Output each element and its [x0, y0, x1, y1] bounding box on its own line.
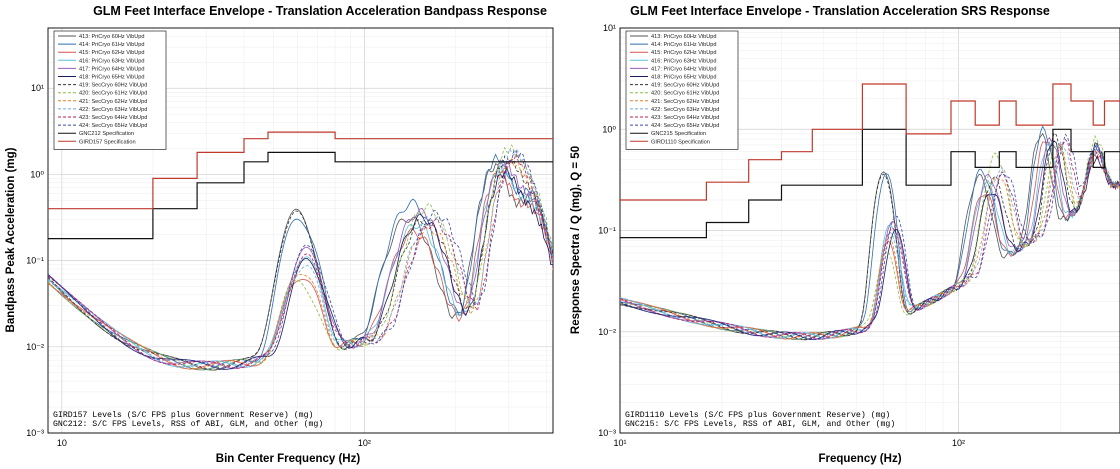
series-line	[620, 132, 1120, 341]
series-group	[620, 83, 1120, 341]
y-tick-label: 10⁰	[602, 124, 616, 134]
chart-title: GLM Feet Interface Envelope - Translatio…	[93, 4, 547, 18]
series-line	[620, 83, 1120, 201]
annotation-text: GNC215: S/C FPS Levels, RSS of ABI, GLM,…	[625, 419, 895, 429]
legend-entry: GIRD1110 Specification	[651, 139, 710, 145]
legend-entry: 418: PriCryo 65Hz VibUpd	[651, 75, 717, 81]
legend-entry: 423: SecCryo 64Hz VibUpd	[79, 115, 147, 121]
plot-area: 10 10² 10⁻³ 10⁻² 10⁻¹ 10⁰ 10¹ 413: PriCryo 60Hz…	[26, 27, 554, 448]
legend-entry: 419: SecCryo 60Hz VibUpd	[79, 83, 147, 89]
legend-entry: 424: SecCryo 65Hz VibUpd	[79, 123, 147, 129]
legend-entry: 420: SecCryo 61Hz VibUpd	[651, 91, 719, 97]
legend-entry: 421: SecCryo 62Hz VibUpd	[79, 99, 147, 105]
legend-entry: 417: PriCryo 64Hz VibUpd	[79, 66, 145, 72]
series-line	[48, 153, 553, 371]
legend-entry: 415: PriCryo 62Hz VibUpd	[651, 50, 717, 56]
legend-entry: 417: PriCryo 64Hz VibUpd	[651, 66, 717, 72]
srs-response-chart: GLM Feet Interface Envelope - Translatio…	[560, 0, 1120, 469]
legend-entry: 414: PriCryo 61Hz VibUpd	[79, 42, 145, 48]
legend-entry: 414: PriCryo 61Hz VibUpd	[651, 42, 717, 48]
series-line	[48, 149, 553, 370]
series-line	[620, 133, 1120, 341]
legend-entry: 422: SecCryo 63Hz VibUpd	[651, 107, 719, 113]
series-line	[620, 125, 1120, 340]
plot-frame	[619, 27, 1120, 434]
annotation-text: GIRD1110 Levels (S/C FPS plus Government…	[625, 410, 890, 420]
legend-entry: GIRD157 Specification	[79, 139, 136, 145]
legend-entry: 418: PriCryo 65Hz VibUpd	[79, 75, 145, 81]
y-tick-label: 10⁻²	[598, 327, 616, 337]
series-line	[48, 131, 553, 210]
legend: 413: PriCryo 60Hz VibUpd 414: PriCryo 61H…	[625, 30, 739, 150]
y-tick-label: 10⁻³	[26, 428, 44, 438]
y-tick-label: 10⁰	[30, 169, 44, 179]
legend-box	[625, 30, 739, 150]
series-line	[620, 141, 1120, 340]
legend-entry: 423: SecCryo 64Hz VibUpd	[651, 115, 719, 121]
y-tick-label: 10⁻²	[26, 342, 44, 352]
x-axis-label: Frequency (Hz)	[818, 453, 901, 465]
legend-entry: 420: SecCryo 61Hz VibUpd	[79, 91, 147, 97]
series-line	[48, 163, 553, 371]
legend-entry: 422: SecCryo 63Hz VibUpd	[79, 107, 147, 113]
x-axis-label: Bin Center Frequency (Hz)	[216, 453, 361, 465]
legend-entry: 413: PriCryo 60Hz VibUpd	[79, 34, 145, 40]
legend-entry: GNC212 Specification	[79, 131, 134, 137]
y-axis-label: Bandpass Peak Acceleration (mg)	[5, 147, 17, 332]
series-line	[48, 158, 553, 370]
grid	[47, 27, 553, 434]
y-axis-label: Response Spectra / Q (mg), Q = 50	[570, 146, 582, 334]
series-line	[48, 151, 553, 240]
legend: 413: PriCryo 60Hz VibUpd 414: PriCryo 61H…	[53, 30, 167, 150]
legend-entry: 415: PriCryo 62Hz VibUpd	[79, 50, 145, 56]
x-tick-label: 10²	[952, 438, 965, 448]
srs-chart-svg: GLM Feet Interface Envelope - Translatio…	[570, 4, 1120, 465]
x-tick-label: 10¹	[613, 438, 626, 448]
series-line	[620, 141, 1120, 340]
legend-entry: 421: SecCryo 62Hz VibUpd	[651, 99, 719, 105]
y-tick-label: 10⁻¹	[598, 226, 616, 236]
legend-entry: 416: PriCryo 63Hz VibUpd	[79, 58, 145, 64]
series-line	[620, 132, 1120, 341]
bandpass-chart-svg: GLM Feet Interface Envelope - Translatio…	[5, 4, 554, 465]
series-group	[48, 131, 553, 371]
legend-entry: 413: PriCryo 60Hz VibUpd	[651, 34, 717, 40]
plot-frame	[47, 27, 554, 434]
series-line	[620, 138, 1120, 340]
series-line	[620, 128, 1120, 239]
legend-entry: GNC215 Specification	[651, 131, 706, 137]
series-line	[620, 140, 1120, 340]
legend-entry: 416: PriCryo 63Hz VibUpd	[651, 58, 717, 64]
series-line	[48, 153, 553, 369]
series-line	[620, 136, 1120, 340]
annotation-text: GNC212: S/C FPS Levels, RSS of ABI, GLM,…	[53, 419, 323, 429]
y-tick-label: 10¹	[603, 23, 616, 33]
y-tick-label: 10¹	[31, 83, 44, 93]
y-tick-label: 10⁻³	[598, 428, 616, 438]
legend-entry: 424: SecCryo 65Hz VibUpd	[651, 123, 719, 129]
annotation-text: GIRD157 Levels (S/C FPS plus Government …	[53, 410, 313, 420]
plot-area: 10¹ 10² 10⁻³ 10⁻² 10⁻¹ 10⁰ 10¹ 413: PriCryo 60H…	[598, 23, 1120, 448]
series-line	[48, 155, 553, 371]
y-tick-label: 10⁻¹	[26, 256, 44, 266]
series-line	[48, 148, 553, 368]
legend-box	[53, 30, 167, 150]
bandpass-response-chart: GLM Feet Interface Envelope - Translatio…	[5, 4, 554, 465]
chart-title: GLM Feet Interface Envelope - Translatio…	[630, 4, 1050, 18]
x-tick-label: 10	[57, 438, 67, 448]
x-tick-label: 10²	[358, 438, 371, 448]
legend-entry: 419: SecCryo 60Hz VibUpd	[651, 83, 719, 89]
